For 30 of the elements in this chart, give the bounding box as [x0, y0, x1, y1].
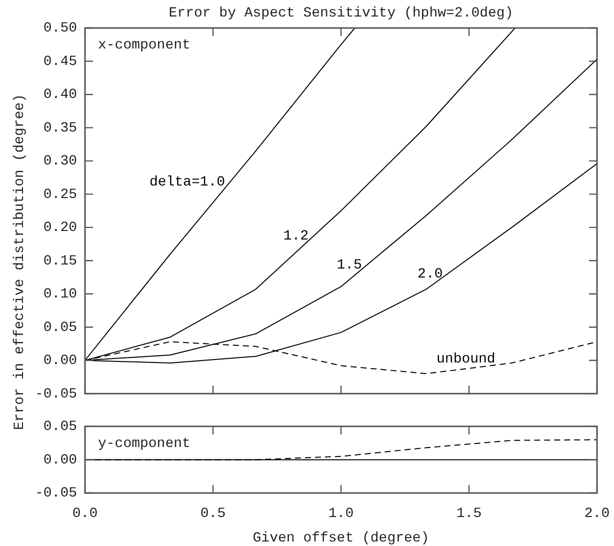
x-tick-label: 2.0 — [584, 506, 610, 522]
series-label: 1.2 — [283, 228, 309, 245]
y-tick-label: 0.40 — [43, 87, 77, 104]
annotation: y-component — [98, 436, 190, 452]
x-tick-label: 0.5 — [200, 506, 226, 522]
y-tick-label: -0.05 — [34, 486, 77, 502]
y-tick-label: 0.35 — [43, 120, 77, 136]
y-tick-label: 0.05 — [43, 320, 77, 336]
x-axis-title: Given offset (degree) — [252, 530, 430, 546]
y-axis-title: Error in effective distribution (degree) — [12, 94, 28, 430]
chart-title: Error by Aspect Sensitivity (hphw=2.0deg) — [168, 6, 514, 22]
y-tick-label: 0.00 — [43, 452, 77, 468]
y-tick-label: 0.10 — [43, 286, 77, 303]
x-tick-label: 1.5 — [456, 506, 482, 522]
y-tick-label: 0.30 — [43, 154, 77, 170]
y-tick-label: 0.05 — [43, 419, 77, 436]
x-tick-label: 1.0 — [328, 506, 354, 522]
annotation: x-component — [98, 38, 190, 54]
series-label: 2.0 — [418, 266, 443, 282]
series-label: 1.5 — [336, 258, 362, 274]
series-label: delta=1.0 — [149, 174, 226, 191]
series-label: unbound — [436, 351, 496, 368]
x-tick-label: 0.0 — [72, 506, 98, 522]
y-tick-label: -0.05 — [34, 386, 77, 402]
y-tick-label: 0.15 — [43, 253, 77, 270]
y-tick-label: 0.20 — [43, 220, 77, 236]
y-tick-label: 0.50 — [43, 20, 77, 37]
y-tick-label: 0.00 — [43, 353, 77, 370]
y-tick-label: 0.25 — [43, 186, 77, 203]
y-tick-label: 0.45 — [43, 54, 77, 70]
